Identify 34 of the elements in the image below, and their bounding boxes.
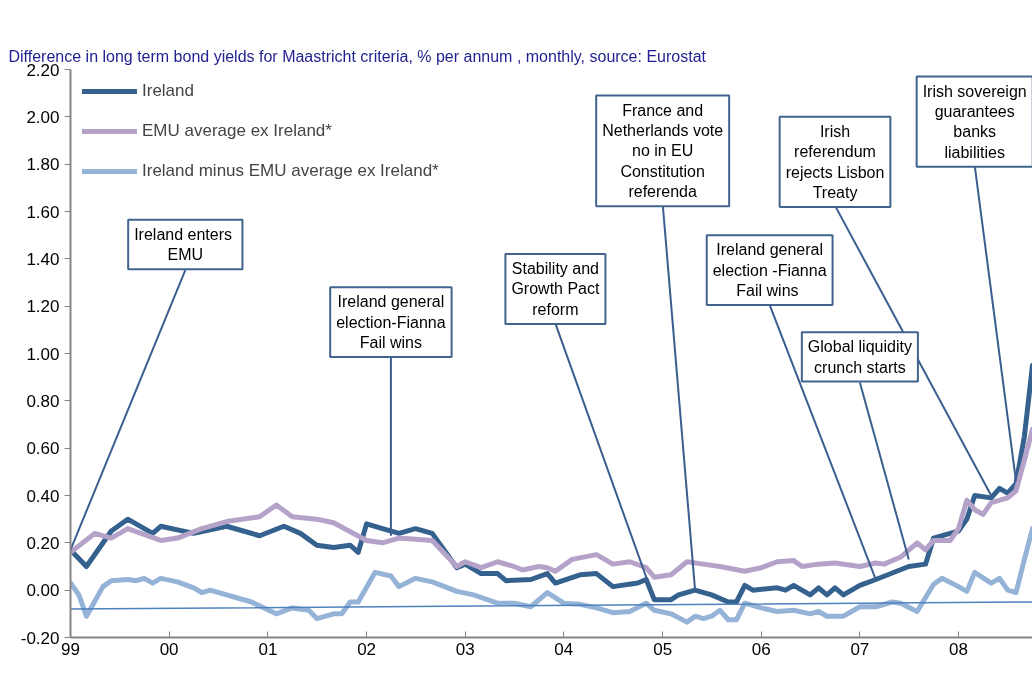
y-tick-label: 0.20 (26, 533, 60, 553)
x-tick-label: 06 (751, 639, 771, 659)
legend-label: Ireland minus EMU average ex Ireland* (142, 161, 439, 181)
x-tick-label: 08 (949, 639, 968, 659)
y-tick-label: 0.80 (26, 391, 60, 411)
annotation: Ireland general election -Fianna Fail wins (712, 241, 827, 299)
x-tick-label: 05 (653, 639, 673, 659)
annotation: Irish sovereign guarantees banks liabilities (922, 82, 1027, 161)
y-tick-label: 1.80 (26, 155, 60, 175)
y-tick-label: 0.60 (26, 439, 60, 459)
y-tick-label: 1.00 (26, 344, 60, 364)
y-tick-label: 0.40 (26, 486, 60, 506)
x-tick-label: 03 (455, 639, 475, 659)
annotation: Ireland general election-Fianna Fail wins (336, 293, 446, 352)
x-tick-label: 02 (357, 639, 377, 659)
annotation: Irish referendum rejects Lisbon Treaty (785, 122, 885, 202)
x-tick-label: 04 (554, 639, 574, 659)
y-tick-label: 1.20 (26, 297, 60, 317)
y-tick-label: 1.40 (26, 249, 60, 269)
annotation: Stability and Growth Pact reform (511, 260, 600, 318)
annotation: Ireland enters EMU (134, 225, 233, 264)
x-tick-label: 01 (258, 639, 278, 659)
y-tick-label: -0.20 (20, 628, 60, 648)
x-tick-label: 00 (159, 639, 179, 659)
legend-label: Ireland (142, 81, 194, 101)
legend-label: EMU average ex Ireland* (142, 121, 332, 141)
chart-title: Difference in long term bond yields for Maastricht criteria, % per annum , monthly, source: Eurostat (8, 47, 707, 65)
y-tick-label: 2.00 (26, 107, 60, 127)
y-tick-label: 0.00 (26, 581, 60, 601)
x-tick-label: 07 (850, 639, 870, 659)
annotation: Global liquidity crunch starts (807, 338, 912, 376)
annotation: France and Netherlands vote no in EU Constitution referenda (602, 101, 724, 201)
y-tick-label: 1.60 (26, 202, 60, 222)
x-tick-label: 99 (61, 639, 80, 659)
